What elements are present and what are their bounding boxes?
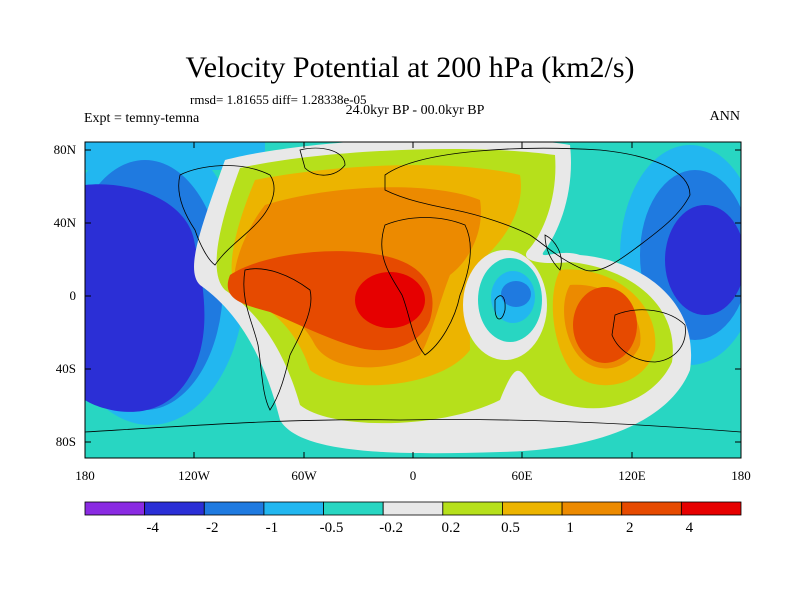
colorbar-swatch — [323, 501, 384, 516]
colorbar-label: -1 — [265, 520, 279, 536]
contour-band-blue-island — [501, 281, 531, 307]
colorbar-swatch — [144, 501, 205, 516]
coast-eurasia — [384, 147, 691, 272]
lon-tick-label: 60E — [511, 468, 533, 483]
coast-africa — [381, 217, 471, 356]
colorbar-label: 2 — [625, 520, 634, 536]
coast-antarctica — [85, 419, 741, 433]
coast-north-america — [178, 165, 275, 266]
lon-tick-label: 180 — [731, 468, 751, 483]
contour-band-darkblue-west — [85, 184, 205, 412]
experiment-label: Expt = temny-temna — [84, 111, 200, 126]
lat-tick-label: 40S — [55, 361, 76, 376]
lon-tick-label: 120E — [618, 468, 646, 483]
coastlines — [85, 147, 741, 433]
coast-madagascar — [494, 295, 506, 320]
lat-tick-marks — [85, 149, 741, 443]
coast-south-america — [243, 268, 312, 411]
season-label: ANN — [709, 109, 740, 124]
stats-label: rmsd= 1.81655 diff= 1.28338e-05 — [190, 92, 367, 107]
figure-title: Velocity Potential at 200 hPa (km2/s) — [185, 51, 635, 84]
coast-greenland — [299, 147, 346, 176]
colorbar-label: 1 — [566, 520, 574, 536]
lat-tick-label: 40N — [53, 215, 76, 230]
colorbar-swatch — [502, 501, 563, 516]
velocity-potential-field — [85, 142, 741, 458]
colorbar-swatch — [621, 501, 682, 516]
colorbar-swatch — [203, 501, 265, 516]
colorbar-swatch — [680, 501, 742, 516]
colorbar-swatch — [263, 501, 324, 516]
lon-tick-label: 120W — [178, 468, 210, 483]
lon-tick-label: 0 — [409, 468, 417, 483]
lat-tick-label: 80N — [53, 142, 76, 157]
colorbar-label: 0.2 — [441, 520, 461, 536]
colorbar-label: 0.5 — [501, 520, 520, 536]
lon-tick-label: 180 — [75, 468, 95, 483]
contour-band-red-core — [355, 272, 425, 328]
contour-band-darkblue-east — [665, 205, 741, 315]
period-label: 24.0kyr BP - 00.0kyr BP — [345, 103, 485, 118]
colorbar-swatch — [561, 501, 623, 516]
colorbar-label: -0.5 — [319, 520, 344, 536]
colorbar-swatch — [84, 501, 146, 516]
colorbar-label: -4 — [146, 520, 159, 536]
colorbar — [84, 501, 742, 516]
lat-tick-label: 0 — [69, 288, 77, 303]
colorbar-swatch — [382, 501, 444, 516]
colorbar-label: 4 — [685, 520, 694, 536]
lon-tick-label: 60W — [291, 468, 317, 483]
contour-band-redorange-east — [573, 287, 637, 363]
colorbar-swatch — [442, 501, 503, 516]
lon-tick-marks — [84, 142, 742, 458]
coast-india — [544, 234, 562, 271]
colorbar-label: -2 — [206, 520, 219, 536]
lat-tick-label: 80S — [55, 434, 76, 449]
colorbar-label: -0.2 — [379, 520, 404, 536]
coast-australia — [611, 309, 686, 363]
